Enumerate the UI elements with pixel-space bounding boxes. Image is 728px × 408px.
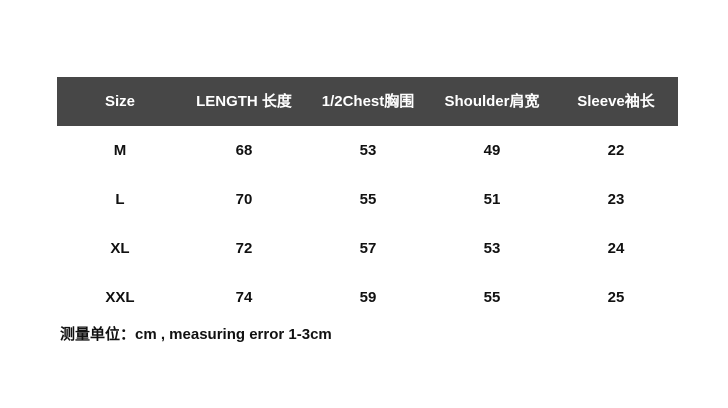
table-cell: 51	[483, 191, 501, 208]
table-cell: 57	[359, 240, 377, 257]
header-cell: Sleeve袖长	[577, 93, 655, 110]
table-cell: 22	[607, 142, 625, 159]
table-cell: 53	[359, 142, 377, 159]
footer-note: 测量单位：cm , measuring error 1-3cm	[60, 326, 332, 343]
table-cell: 68	[235, 142, 253, 159]
header-cell: LENGTH 长度	[196, 93, 292, 110]
table-cell: 23	[607, 191, 625, 208]
size-label: XXL	[105, 289, 135, 306]
table-cell: 25	[607, 289, 625, 306]
table-cell: 55	[359, 191, 377, 208]
table-cell: 55	[483, 289, 501, 306]
table-cell: 53	[483, 240, 501, 257]
table-cell: 72	[235, 240, 253, 257]
table-cell: 24	[607, 240, 625, 257]
header-cell: Shoulder肩宽	[444, 93, 540, 110]
size-label: M	[113, 142, 127, 159]
table-cell: 59	[359, 289, 377, 306]
header-cell: 1/2Chest胸围	[321, 93, 415, 110]
table-cell: 74	[235, 289, 253, 306]
header-bar	[57, 77, 678, 126]
size-label: L	[115, 191, 125, 208]
header-cell: Size	[104, 93, 135, 110]
table-cell: 49	[483, 142, 501, 159]
size-label: XL	[110, 240, 130, 257]
table-cell: 70	[235, 191, 253, 208]
